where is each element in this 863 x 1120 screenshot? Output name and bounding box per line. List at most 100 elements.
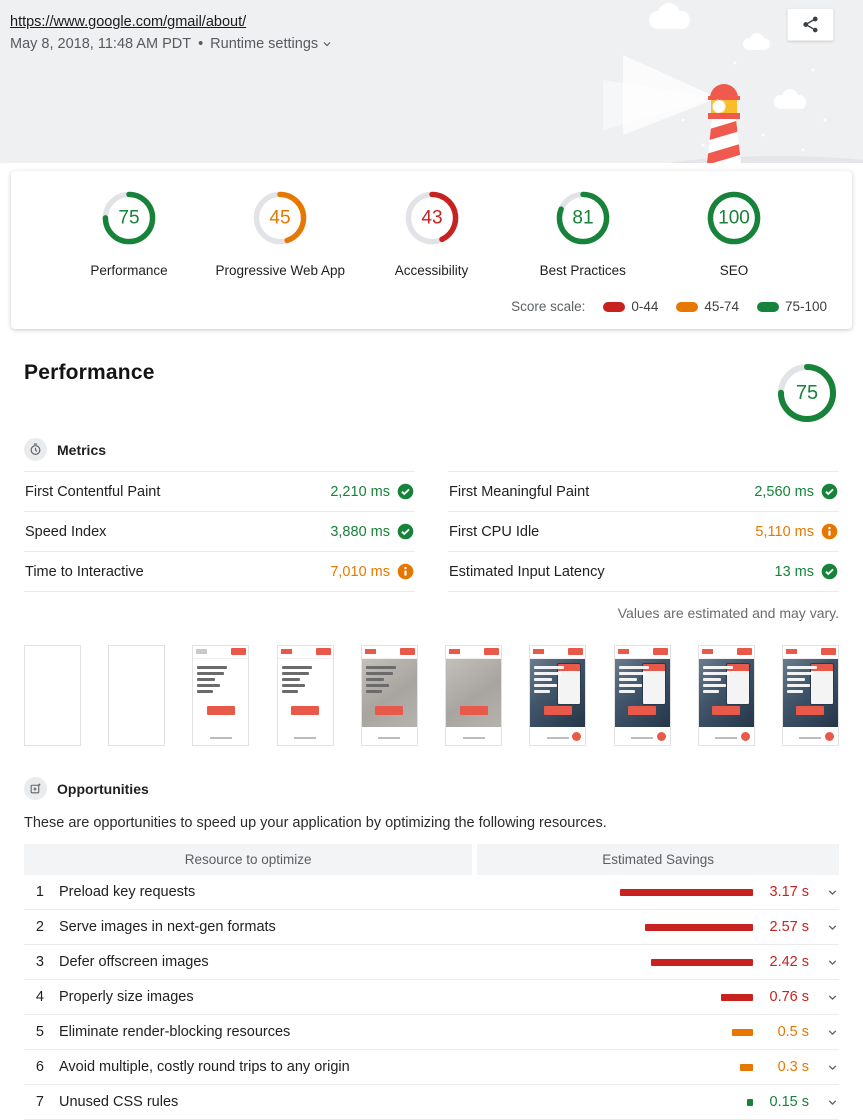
savings-bar: [620, 888, 753, 896]
report-header: https://www.google.com/gmail/about/ May …: [0, 0, 863, 163]
opportunities-table: 1 Preload key requests 3.17 s 2 Serve im…: [24, 875, 839, 1120]
savings-bar: [651, 958, 753, 966]
header-button: [820, 648, 836, 655]
opportunity-row-7[interactable]: 7 Unused CSS rules 0.15 s: [24, 1085, 839, 1120]
gauge-arc: 75: [100, 191, 158, 251]
gauge-label: Performance: [90, 263, 168, 278]
caption-text: [546, 736, 569, 739]
gmail-logo-icon: [701, 649, 713, 654]
score-gauge-progressive-web-app[interactable]: 45 Progressive Web App: [210, 189, 350, 278]
opportunity-label: Defer offscreen images: [59, 954, 209, 970]
chevron-down-icon[interactable]: [826, 1096, 839, 1109]
install-button: [543, 706, 572, 715]
scale-pill-icon: [603, 301, 626, 312]
chevron-down-icon[interactable]: [826, 921, 839, 934]
check-circle-icon: [821, 483, 838, 500]
metric-label: First Meaningful Paint: [449, 483, 590, 500]
metric-label: Time to Interactive: [25, 563, 144, 580]
opportunity-row-5[interactable]: 5 Eliminate render-blocking resources 0.…: [24, 1015, 839, 1050]
gauge-arc: 81: [554, 191, 612, 251]
runtime-settings-toggle[interactable]: Runtime settings: [210, 36, 333, 52]
header-button: [315, 648, 331, 655]
caption-text: [715, 736, 738, 739]
hero-image: [698, 659, 754, 727]
metric-value: 2,210 ms: [330, 483, 390, 500]
score-gauges-row: 75 Performance 45 Progressive Web App 43…: [11, 171, 852, 278]
lighthouse-icon: [707, 84, 741, 163]
chevron-down-icon[interactable]: [826, 956, 839, 969]
opportunity-label: Unused CSS rules: [59, 1094, 179, 1110]
cloud-icon: [774, 89, 806, 109]
svg-text:75: 75: [796, 382, 818, 404]
opportunity-label: Avoid multiple, costly round trips to an…: [59, 1059, 350, 1075]
metric-value: 2,560 ms: [754, 483, 814, 500]
chevron-down-icon: [323, 42, 331, 47]
install-button: [291, 706, 320, 715]
metric-row: Estimated Input Latency 13 ms: [448, 552, 839, 592]
col-estimated-savings: Estimated Savings: [477, 844, 839, 875]
opportunity-number: 6: [35, 1059, 44, 1075]
report-url-link[interactable]: https://www.google.com/gmail/about/: [10, 14, 247, 30]
header-button: [652, 648, 668, 655]
caption-text: [294, 736, 317, 739]
filmstrip-frame-4: [276, 645, 334, 746]
gauge-label: SEO: [719, 263, 749, 278]
gmail-logo-icon: [196, 649, 208, 654]
opportunity-row-1[interactable]: 1 Preload key requests 3.17 s: [24, 875, 839, 910]
caption-text: [462, 736, 485, 739]
metric-label: First CPU Idle: [449, 523, 540, 540]
scale-range-label: 0-44: [631, 299, 659, 314]
metric-value: 13 ms: [774, 563, 815, 580]
metric-row: Speed Index 3,880 ms: [24, 512, 415, 552]
hero-text: [618, 666, 649, 696]
metric-value: 5,110 ms: [755, 523, 814, 540]
metrics-disclaimer: Values are estimated and may vary.: [617, 605, 839, 621]
metrics-title: Metrics: [57, 441, 107, 458]
opportunity-row-3[interactable]: 3 Defer offscreen images 2.42 s: [24, 945, 839, 980]
score-gauge-accessibility[interactable]: 43 Accessibility: [362, 189, 502, 278]
install-button: [796, 706, 825, 715]
savings-bar: [732, 1028, 753, 1036]
hero-text: [197, 666, 228, 696]
caption-text: [631, 736, 654, 739]
score-gauge-seo[interactable]: 100 SEO: [664, 189, 804, 278]
gauge-arc: 43: [403, 191, 461, 251]
gmail-logo-icon: [617, 649, 629, 654]
savings-bar: [740, 1063, 753, 1071]
savings-value: 0.15 s: [769, 1094, 810, 1110]
opportunity-label: Serve images in next-gen formats: [59, 919, 276, 935]
caption-text: [209, 736, 232, 739]
hero-text: [786, 666, 817, 696]
chevron-down-icon[interactable]: [826, 991, 839, 1004]
share-button[interactable]: [787, 8, 834, 41]
thumb-header: [782, 646, 838, 659]
filmstrip-frame-7: [529, 645, 587, 746]
share-icon: [803, 16, 818, 33]
score-gauge-best-practices[interactable]: 81 Best Practices: [513, 189, 653, 278]
chevron-down-icon[interactable]: [826, 886, 839, 899]
opportunities-title: Opportunities: [57, 780, 149, 797]
score-gauge-performance[interactable]: 75 Performance: [59, 189, 199, 278]
fab-icon: [824, 732, 834, 741]
opportunity-label: Preload key requests: [59, 884, 196, 900]
header-button: [736, 648, 752, 655]
thumb-header: [361, 646, 417, 659]
metric-row: First Meaningful Paint 2,560 ms: [448, 471, 839, 512]
filmstrip-frame-1: [24, 645, 81, 746]
chevron-down-icon[interactable]: [826, 1061, 839, 1074]
chevron-down-icon[interactable]: [826, 1026, 839, 1039]
col-resource-to-optimize: Resource to optimize: [24, 844, 473, 875]
svg-text:45: 45: [270, 208, 291, 229]
filmstrip-frame-8: [613, 645, 671, 746]
thumb-header: [614, 646, 670, 659]
filmstrip-frame-9: [697, 645, 755, 746]
meta-separator: •: [198, 36, 204, 52]
opportunity-row-6[interactable]: 6 Avoid multiple, costly round trips to …: [24, 1050, 839, 1085]
filmstrip-frame-5: [360, 645, 418, 746]
hero-text: [281, 666, 312, 696]
metric-value: 7,010 ms: [330, 563, 390, 580]
gmail-logo-icon: [449, 649, 461, 654]
opportunity-row-2[interactable]: 2 Serve images in next-gen formats 2.57 …: [24, 910, 839, 945]
opportunity-row-4[interactable]: 4 Properly size images 0.76 s: [24, 980, 839, 1015]
scores-card: 75 Performance 45 Progressive Web App 43…: [11, 171, 852, 329]
